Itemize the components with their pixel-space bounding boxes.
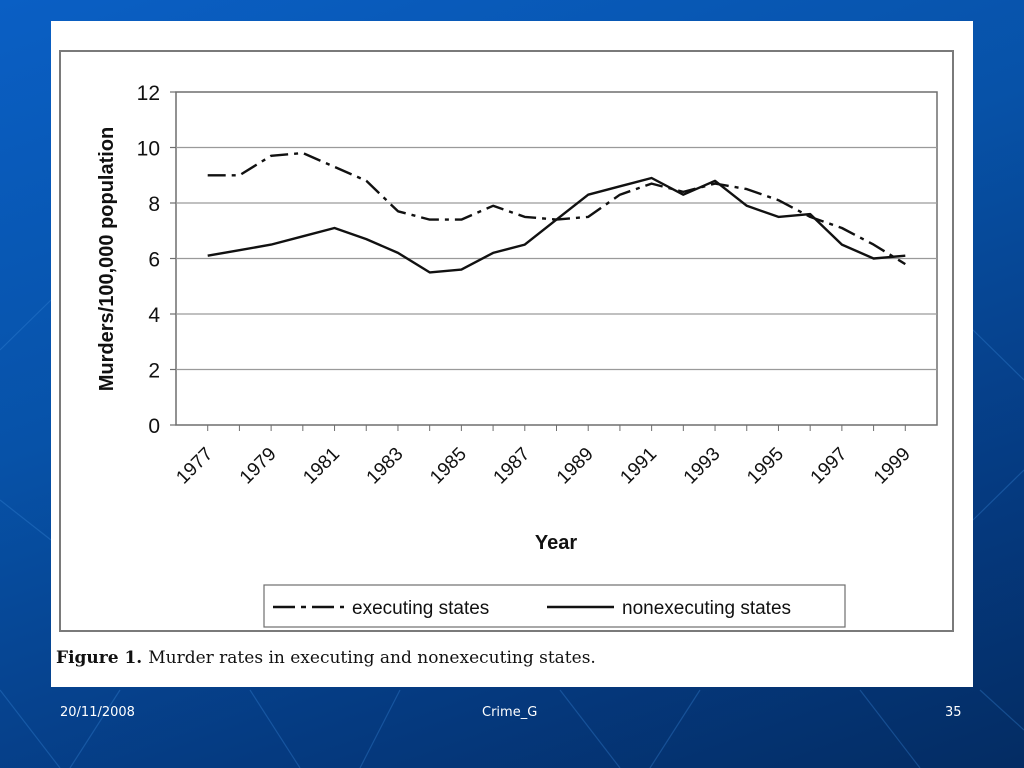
y-tick-label: 6	[148, 249, 160, 272]
y-tick-label: 4	[148, 304, 160, 327]
x-tick-label: 1979	[236, 444, 281, 489]
y-tick-label: 10	[137, 138, 160, 161]
slide-number: 35	[945, 705, 962, 720]
x-tick-label: 1999	[870, 444, 915, 489]
footer-title: Crime_G	[482, 705, 538, 720]
x-tick-label: 1993	[680, 444, 725, 489]
gridlines	[170, 91, 937, 431]
legend-label-executing: executing states	[352, 598, 489, 619]
series-line-nonexecuting	[207, 176, 906, 274]
x-tick-labels: 1977 1979 1981 1983 1985 1987 1989 1991 1993 1995…	[172, 444, 914, 489]
x-tick-label: 1995	[743, 444, 788, 489]
legend: executing states nonexecuting states	[263, 584, 846, 628]
x-tick-label: 1983	[363, 444, 408, 489]
figure-caption: Figure 1. Murder rates in executing and n…	[56, 648, 956, 678]
x-tick-label: 1981	[299, 444, 344, 489]
y-tick-labels: 0 2 4 6 8 10 12	[137, 82, 161, 438]
y-tick-label: 0	[148, 415, 160, 438]
y-tick-label: 8	[148, 193, 160, 216]
x-axis-label: Year	[535, 532, 577, 554]
y-tick-label: 12	[137, 82, 160, 105]
x-tick-label: 1989	[553, 444, 598, 489]
figure-frame	[59, 50, 954, 632]
x-tick-label: 1985	[426, 444, 471, 489]
legend-label-nonexecuting: nonexecuting states	[622, 598, 791, 619]
y-tick-label: 2	[148, 360, 160, 383]
y-axis-label: Murders/100,000 population	[96, 127, 118, 392]
figure-card: 0 2 4 6 8 10 12 1977 1979 1981 1983 1985 1987 1989 19…	[51, 21, 973, 687]
series-lines	[207, 151, 906, 274]
series-line-executing	[207, 151, 906, 266]
footer-date: 20/11/2008	[60, 705, 135, 720]
figure-caption-text: Murder rates in executing and nonexecuti…	[148, 648, 596, 668]
x-tick-label: 1997	[807, 444, 852, 489]
x-tick-label: 1977	[172, 444, 217, 489]
x-tick-label: 1987	[490, 444, 535, 489]
figure-caption-label: Figure 1.	[56, 648, 143, 668]
x-tick-label: 1991	[616, 444, 661, 489]
